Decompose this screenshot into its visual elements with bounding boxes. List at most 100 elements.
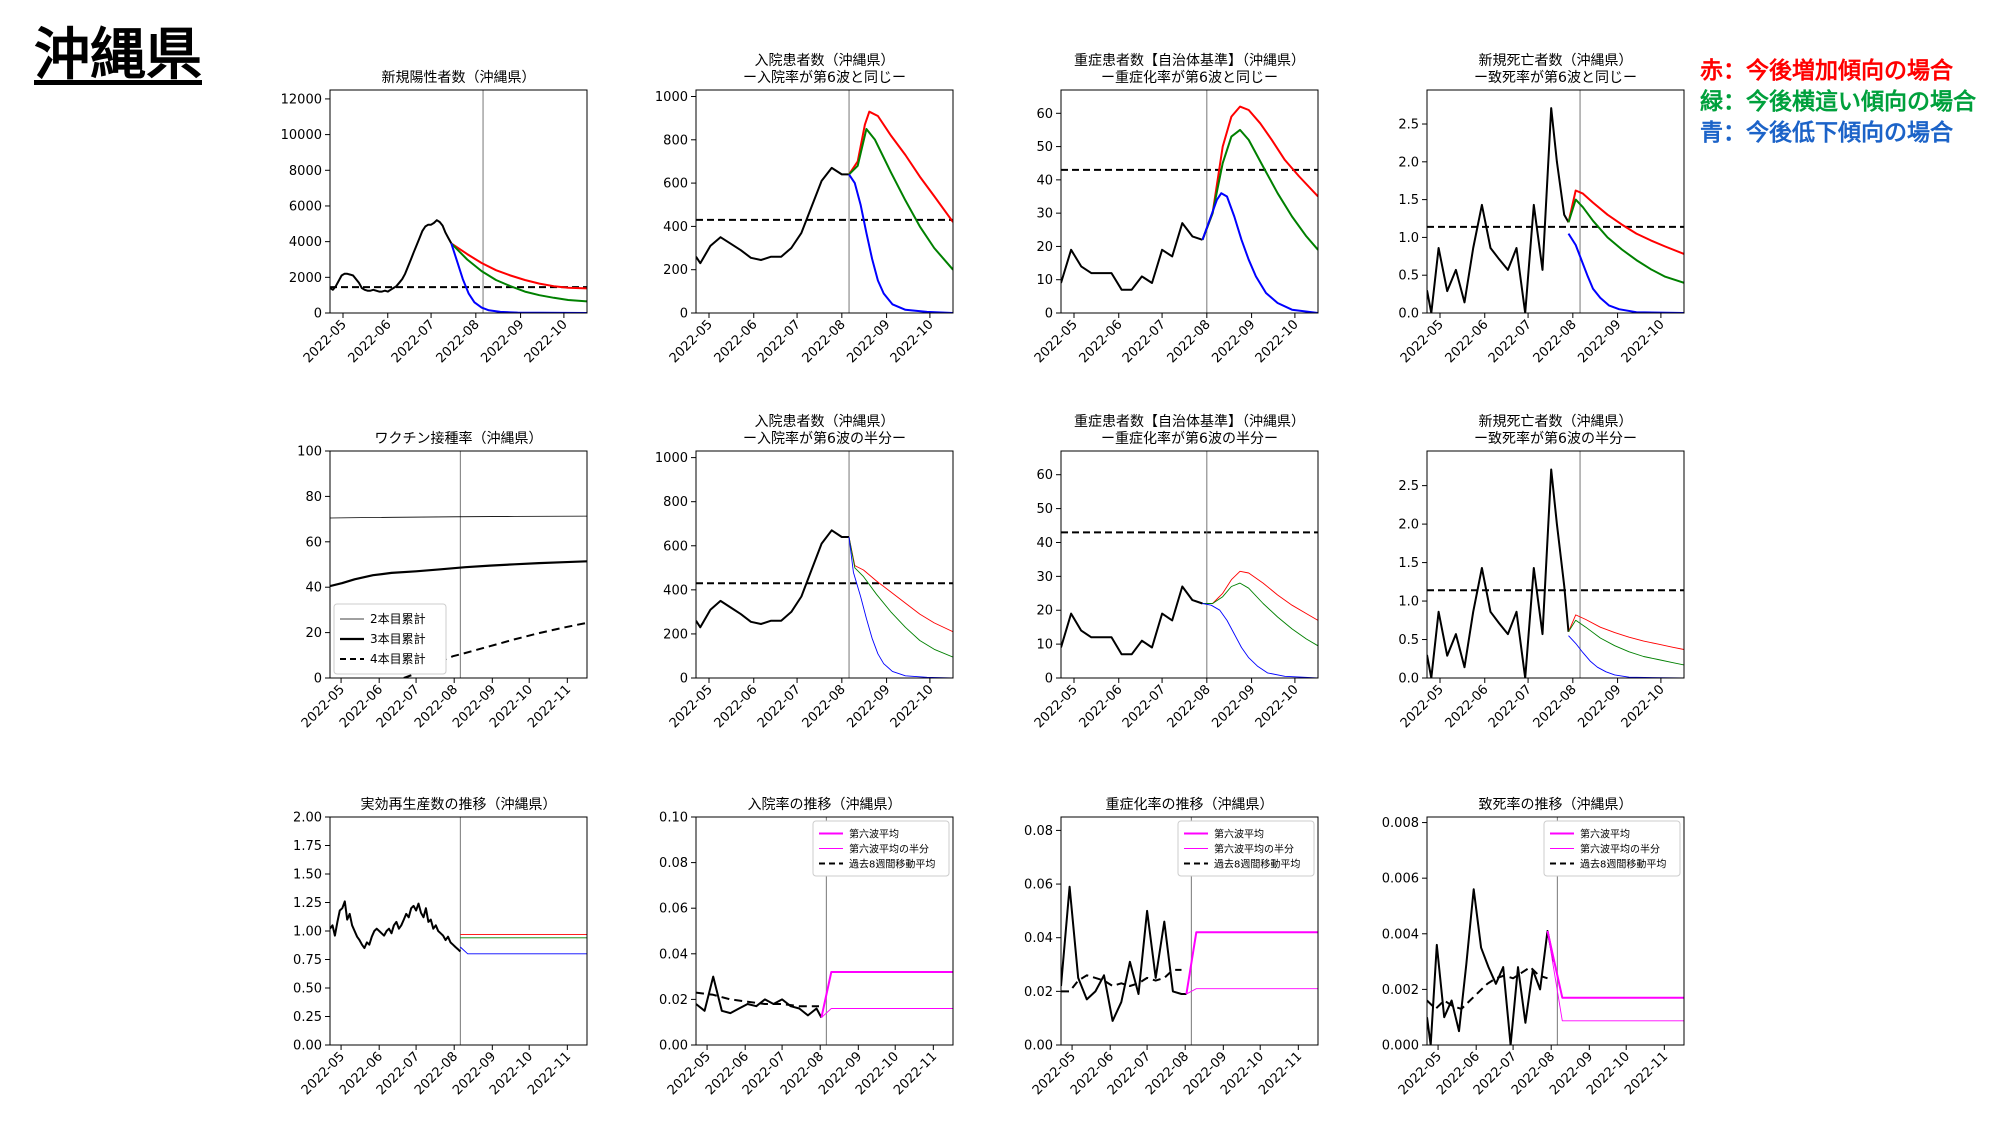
y-tick-label: 0.008	[1382, 816, 1419, 831]
chart-title: 致死率の推移（沖縄県）	[1479, 796, 1633, 813]
y-tick-label: 0.25	[293, 1010, 322, 1025]
y-tick-label: 1.00	[293, 925, 322, 940]
plot-area	[330, 90, 587, 313]
y-tick-label: 20	[1036, 604, 1053, 619]
x-tick-label: 2022-07	[755, 317, 804, 366]
series-line-increase	[1568, 614, 1684, 650]
series-line-flat	[1567, 198, 1684, 284]
scenario-legend-decrease: 青：今後低下傾向の場合	[1700, 120, 1953, 146]
chart-panel-7: 重症患者数【自治体基準】（沖縄県）ー重症化率が第6波の半分ー 0 10 20 30 40 5…	[1032, 413, 1319, 731]
y-tick-label: 0.5	[1398, 633, 1419, 648]
y-tick-label: 0.00	[659, 1039, 688, 1054]
plot-area	[1061, 90, 1318, 313]
series-line-observed	[1427, 107, 1570, 313]
y-tick-label: 40	[1036, 536, 1053, 551]
y-tick-label: 1.5	[1398, 193, 1419, 208]
y-tick-label: 1000	[655, 90, 688, 105]
y-tick-label: 40	[1036, 173, 1053, 188]
y-tick-label: 10	[1036, 638, 1053, 653]
chart-panel-6: 入院患者数（沖縄県）ー入院率が第6波の半分ー 0 200 400 600 800 1000 2…	[655, 414, 954, 731]
y-tick-label: 10	[1036, 273, 1053, 288]
series-line-decrease	[848, 536, 953, 678]
legend-label: 第六波平均の半分	[1580, 843, 1660, 856]
chart-title: 入院患者数（沖縄県）	[755, 53, 895, 69]
x-tick-label: 2022-06	[1077, 682, 1126, 731]
y-tick-label: 800	[663, 133, 688, 148]
chart-panel-4: 新規死亡者数（沖縄県）ー致死率が第6波と同じー 0.0 0.5 1.0 1.5 2.0 2.…	[1398, 53, 1685, 366]
series-line-flat	[848, 128, 953, 271]
chart-panel-5: ワクチン接種率（沖縄県）0204060801002022-052022-0620…	[297, 430, 588, 731]
y-tick-label: 50	[1036, 502, 1053, 517]
y-tick-label: 2.00	[293, 811, 322, 826]
y-tick-label: 0.02	[659, 993, 688, 1008]
series-line-increase	[1567, 189, 1684, 255]
x-tick-label: 2022-08	[1165, 682, 1214, 731]
series-line-increase	[450, 242, 587, 290]
y-tick-label: 0	[680, 307, 688, 322]
x-tick-label: 2022-05	[1398, 682, 1447, 731]
plot-area	[1427, 817, 1684, 1045]
y-tick-label: 0	[314, 672, 322, 687]
chart-legend: 2本目累計 3本目累計 4本目累計	[333, 603, 447, 675]
x-tick-label: 2022-06	[712, 317, 761, 366]
y-tick-label: 100	[297, 445, 322, 460]
y-tick-label: 600	[663, 177, 688, 192]
x-tick-label: 2022-08	[1165, 317, 1214, 366]
x-tick-label: 2022-08	[434, 317, 483, 366]
axes-frame	[1426, 450, 1685, 679]
y-tick-label: 50	[1036, 140, 1053, 155]
chart-title: 重症患者数【自治体基準】（沖縄県）	[1074, 413, 1305, 430]
x-tick-label: 2022-09	[1209, 682, 1258, 731]
axes-frame	[1060, 89, 1319, 314]
x-tick-label: 2022-06	[1077, 317, 1126, 366]
x-tick-label: 2022-07	[389, 317, 438, 366]
y-tick-label: 0.004	[1382, 927, 1419, 942]
series-line-observed	[1427, 468, 1570, 678]
x-tick-label: 2022-09	[1575, 317, 1624, 366]
y-tick-label: 2.0	[1398, 155, 1419, 170]
chart-panel-8: 新規死亡者数（沖縄県）ー致死率が第6波の半分ー 0.0 0.5 1.0 1.5 2.0 2.…	[1398, 414, 1685, 731]
x-tick-label: 2022-09	[844, 317, 893, 366]
legend-label: 第六波平均	[849, 828, 899, 841]
chart-title: ー致死率が第6波と同じー	[1474, 69, 1637, 86]
plot-area	[696, 451, 953, 678]
y-tick-label: 0.10	[659, 811, 688, 826]
legend-box	[333, 603, 447, 675]
chart-title: 重症患者数【自治体基準】（沖縄県）	[1074, 52, 1305, 69]
y-tick-label: 400	[663, 220, 688, 235]
series-line-increase	[1201, 105, 1318, 241]
y-tick-label: 4000	[289, 235, 322, 250]
series-line-flat	[848, 536, 953, 658]
y-tick-label: 0.04	[1024, 931, 1053, 946]
series-line-decrease	[1567, 233, 1684, 313]
x-tick-label: 2022-10	[888, 317, 937, 366]
y-tick-label: 0	[1045, 672, 1053, 687]
y-tick-label: 0.08	[659, 856, 688, 871]
series-line-過去8週間移動平均	[1427, 966, 1548, 1010]
y-tick-label: 0.00	[1024, 1039, 1053, 1054]
legend-label: 第六波平均	[1580, 828, 1630, 841]
series-line-decrease	[1202, 603, 1318, 678]
series-line-flat	[1202, 582, 1318, 647]
legend-label: 2本目累計	[370, 611, 426, 626]
x-tick-label: 2022-09	[844, 682, 893, 731]
y-tick-label: 1.0	[1398, 595, 1419, 610]
y-tick-label: 60	[1036, 468, 1053, 483]
chart-panel-12: 致死率の推移（沖縄県）0.0000.0020.0040.0060.0082022…	[1382, 796, 1685, 1098]
x-tick-label: 2022-09	[478, 317, 527, 366]
y-tick-label: 30	[1036, 207, 1053, 222]
y-tick-label: 0.06	[659, 902, 688, 917]
series-line-decrease	[1568, 635, 1684, 678]
y-tick-label: 0	[1045, 307, 1053, 322]
chart-title: 入院率の推移（沖縄県）	[748, 796, 902, 813]
series-line-第六波平均	[1546, 930, 1684, 999]
y-tick-label: 6000	[289, 199, 322, 214]
axes-frame	[329, 816, 588, 1046]
series-line-observed	[696, 529, 849, 629]
x-tick-label: 2022-08	[1531, 317, 1580, 366]
series-line-increase	[848, 110, 953, 223]
y-tick-label: 80	[305, 490, 322, 505]
